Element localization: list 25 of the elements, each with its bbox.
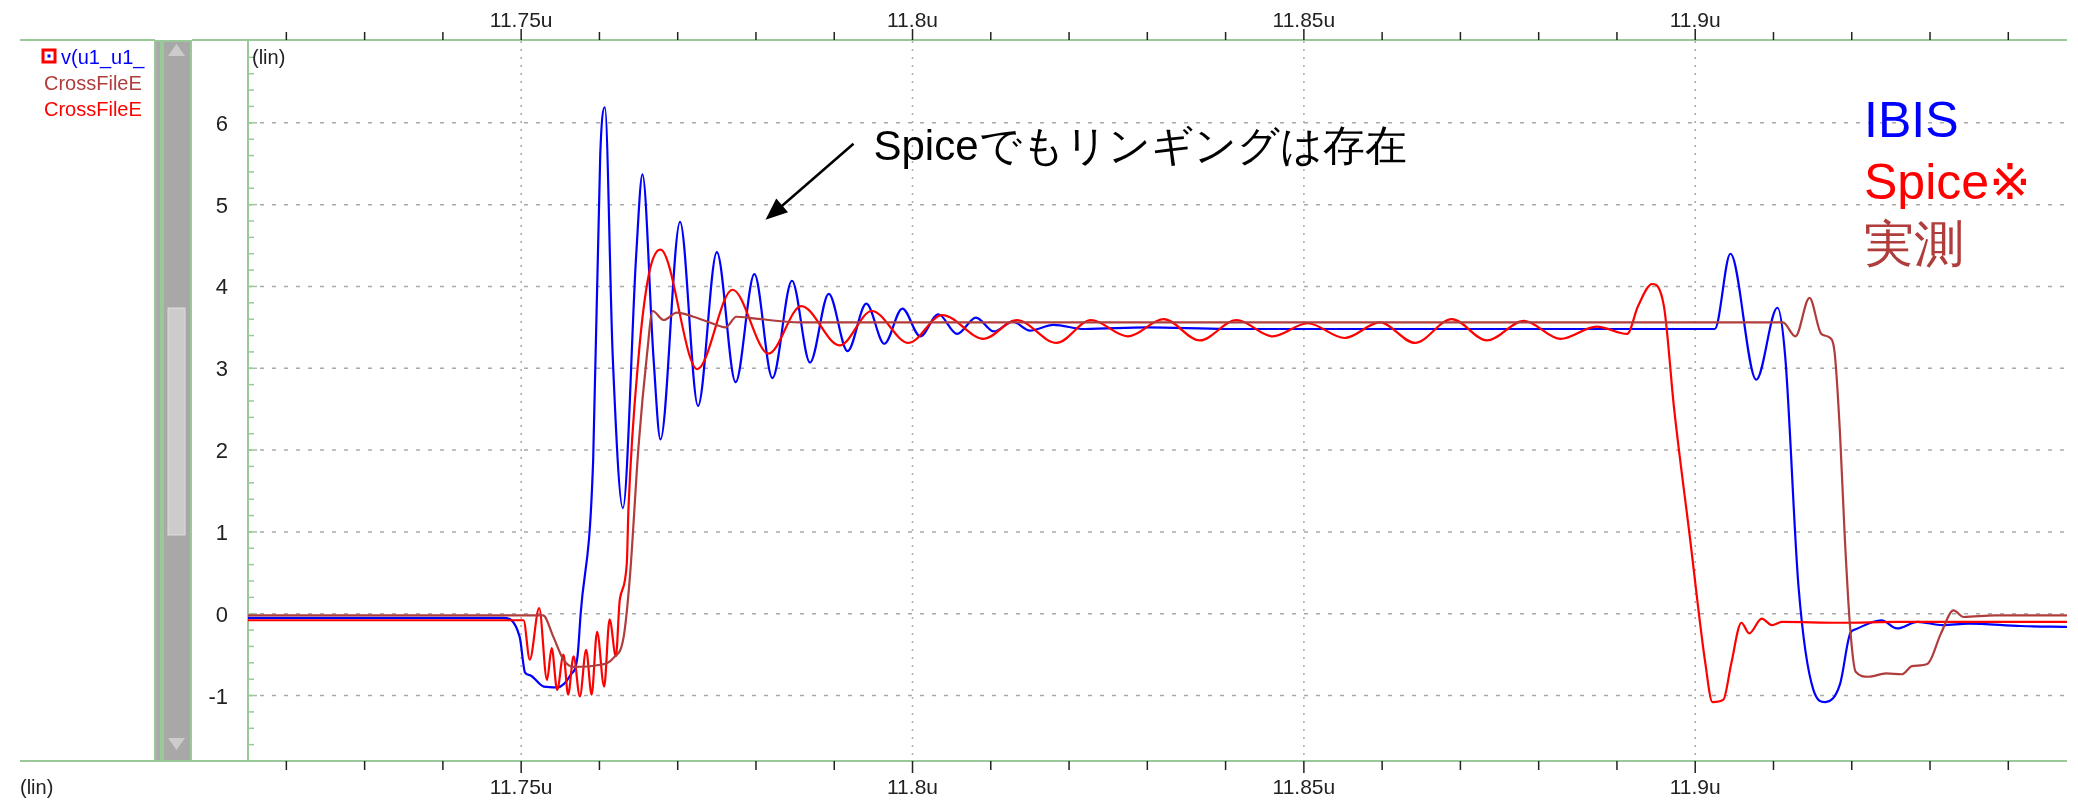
y-tick-label: 5: [215, 192, 228, 218]
y-tick-label: 2: [215, 438, 228, 464]
text: IBIS: [1864, 92, 1959, 148]
y-tick-label: 4: [215, 274, 228, 300]
y-tick-label: 3: [215, 356, 228, 382]
x2-tick-label: 11.9u: [1669, 775, 1721, 798]
annotation: Spiceでもリンギングは存在: [873, 121, 1407, 169]
x-tick-label: 11.85u: [1272, 8, 1336, 31]
text: CrossFileE: [44, 72, 142, 94]
text: (lin): [20, 776, 54, 798]
y-tick-label: 0: [215, 601, 228, 627]
x-tick-label: 11.9u: [1669, 8, 1721, 31]
x-tick-label: 11.75u: [489, 8, 553, 31]
y-axis-title: (lin): [252, 46, 286, 68]
x2-tick-label: 11.8u: [887, 775, 939, 798]
y-tick-label: 1: [215, 519, 228, 545]
text: Spice※: [1864, 154, 2031, 210]
x2-tick-label: 11.85u: [1272, 775, 1336, 798]
text: v(u1_u1_: [61, 46, 146, 69]
text: CrossFileE: [44, 98, 142, 120]
x-tick-label: 11.8u: [887, 8, 939, 31]
x2-tick-label: 11.75u: [489, 775, 553, 798]
y-tick-label: 6: [215, 110, 228, 136]
series-label: 実測: [1864, 216, 1964, 272]
y-tick-label: -1: [208, 683, 228, 709]
